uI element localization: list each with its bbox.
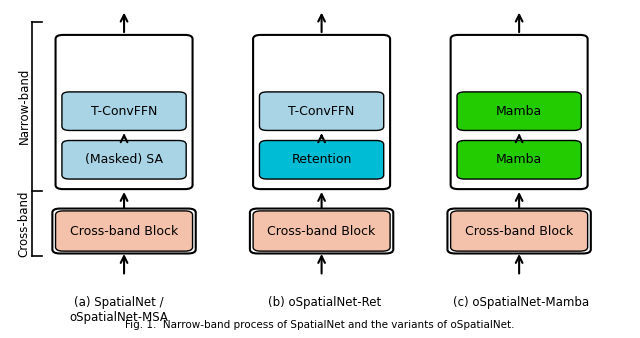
FancyBboxPatch shape: [253, 35, 390, 189]
Text: (Masked) SA: (Masked) SA: [85, 153, 163, 166]
Text: Narrow-band: Narrow-band: [18, 68, 31, 144]
Text: Cross-band Block: Cross-band Block: [268, 224, 376, 238]
Text: Cross-band: Cross-band: [18, 190, 31, 257]
FancyBboxPatch shape: [62, 141, 186, 179]
FancyBboxPatch shape: [62, 92, 186, 130]
Text: (b) oSpatialNet-Ret: (b) oSpatialNet-Ret: [268, 296, 381, 309]
Text: Cross-band Block: Cross-band Block: [465, 224, 573, 238]
FancyBboxPatch shape: [259, 92, 384, 130]
FancyBboxPatch shape: [447, 209, 591, 254]
FancyBboxPatch shape: [52, 209, 196, 254]
Text: Fig. 1.  Narrow-band process of SpatialNet and the variants of oSpatialNet.: Fig. 1. Narrow-band process of SpatialNe…: [125, 320, 515, 330]
Text: (a) SpatialNet /
oSpatialNet-MSA: (a) SpatialNet / oSpatialNet-MSA: [70, 296, 169, 324]
Text: Mamba: Mamba: [496, 105, 542, 118]
FancyBboxPatch shape: [457, 92, 581, 130]
FancyBboxPatch shape: [451, 211, 588, 251]
FancyBboxPatch shape: [56, 211, 193, 251]
FancyBboxPatch shape: [253, 211, 390, 251]
Text: T-ConvFFN: T-ConvFFN: [289, 105, 355, 118]
FancyBboxPatch shape: [451, 35, 588, 189]
FancyBboxPatch shape: [457, 141, 581, 179]
Text: (c) oSpatialNet-Mamba: (c) oSpatialNet-Mamba: [452, 296, 589, 309]
FancyBboxPatch shape: [259, 141, 384, 179]
Text: T-ConvFFN: T-ConvFFN: [91, 105, 157, 118]
FancyBboxPatch shape: [56, 35, 193, 189]
Text: Cross-band Block: Cross-band Block: [70, 224, 178, 238]
FancyBboxPatch shape: [250, 209, 394, 254]
Text: Retention: Retention: [291, 153, 352, 166]
Text: Mamba: Mamba: [496, 153, 542, 166]
